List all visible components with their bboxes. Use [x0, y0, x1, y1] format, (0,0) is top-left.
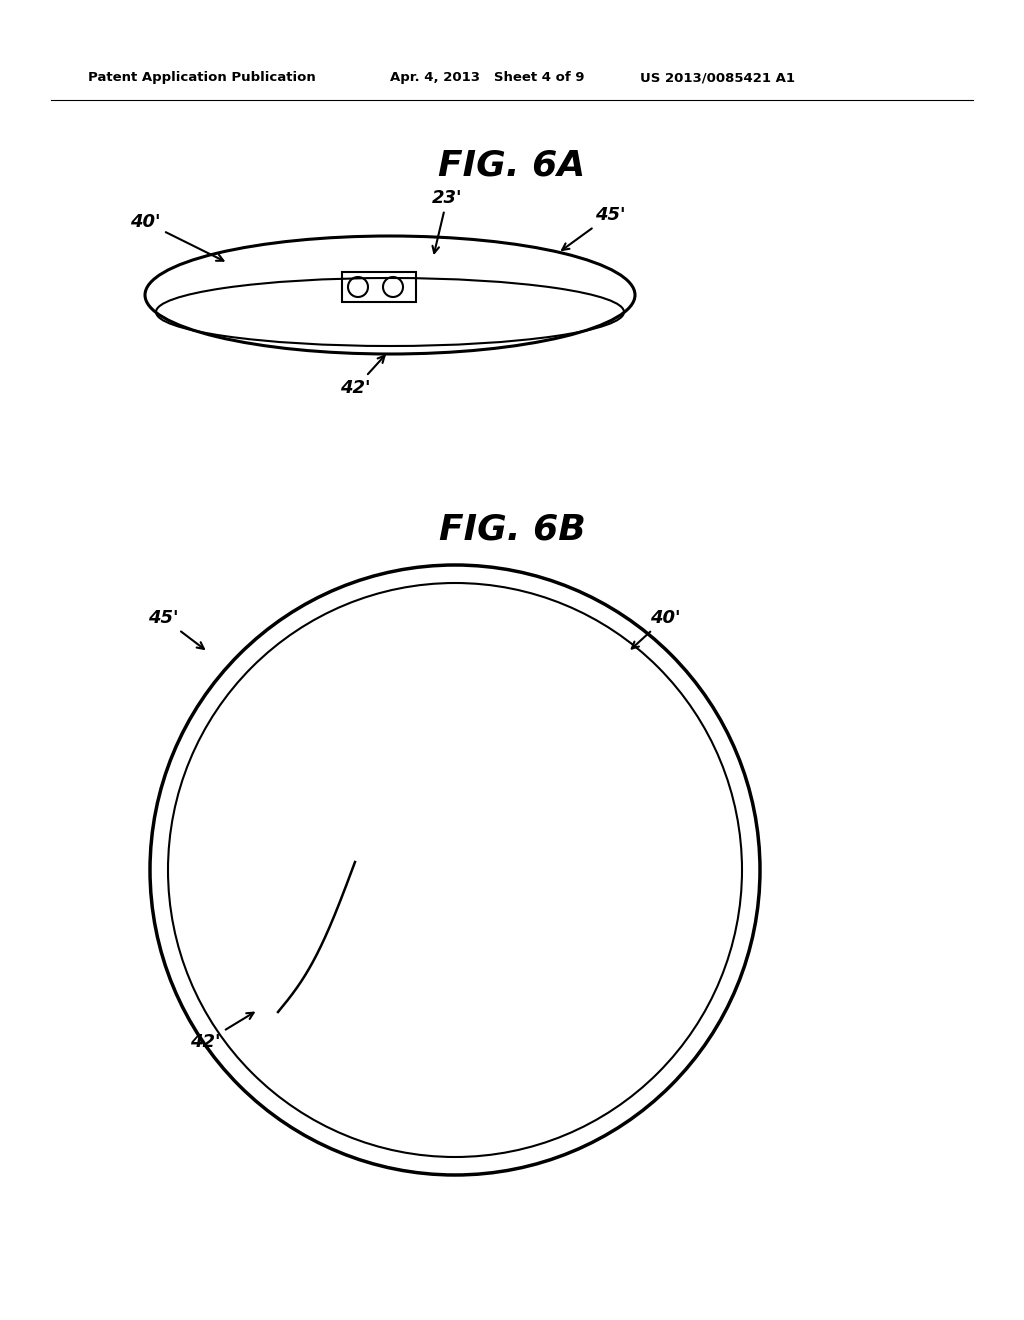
Text: 45': 45' [148, 609, 204, 649]
Text: 40': 40' [130, 213, 223, 261]
Text: Apr. 4, 2013   Sheet 4 of 9: Apr. 4, 2013 Sheet 4 of 9 [390, 71, 585, 84]
Text: FIG. 6B: FIG. 6B [438, 513, 586, 546]
Text: US 2013/0085421 A1: US 2013/0085421 A1 [640, 71, 795, 84]
Text: FIG. 6A: FIG. 6A [438, 148, 586, 182]
Text: 40': 40' [632, 609, 681, 648]
Text: 45': 45' [562, 206, 626, 249]
Text: 23': 23' [432, 189, 463, 253]
Text: 42': 42' [340, 356, 385, 397]
Text: Patent Application Publication: Patent Application Publication [88, 71, 315, 84]
Text: 42': 42' [190, 1012, 254, 1051]
Bar [342, 272, 416, 302]
